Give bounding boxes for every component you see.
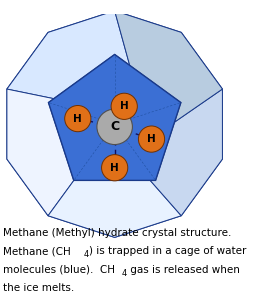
Polygon shape (115, 11, 222, 130)
Polygon shape (7, 11, 137, 107)
Polygon shape (115, 55, 181, 130)
Text: H: H (120, 101, 129, 111)
Text: C: C (110, 120, 119, 133)
Text: Methane (Methyl) hydrate crystal structure.: Methane (Methyl) hydrate crystal structu… (3, 228, 231, 238)
Text: ) is trapped in a cage of water: ) is trapped in a cage of water (89, 246, 247, 256)
Text: Methane (CH: Methane (CH (3, 246, 70, 256)
Circle shape (97, 109, 132, 145)
Polygon shape (48, 103, 95, 180)
Polygon shape (137, 89, 222, 216)
Circle shape (102, 154, 128, 181)
Polygon shape (7, 11, 222, 237)
Text: H: H (110, 163, 119, 173)
Text: H: H (73, 114, 82, 124)
Polygon shape (7, 89, 95, 216)
Polygon shape (48, 152, 181, 237)
Polygon shape (48, 55, 137, 107)
Text: H: H (147, 134, 156, 144)
Circle shape (65, 106, 91, 132)
Polygon shape (137, 103, 181, 180)
Circle shape (111, 93, 137, 119)
Text: gas is released when: gas is released when (127, 265, 240, 275)
Text: 4: 4 (83, 250, 88, 260)
Polygon shape (48, 55, 181, 180)
Text: the ice melts.: the ice melts. (3, 284, 74, 293)
Text: 4: 4 (121, 269, 126, 278)
Text: molecules (blue).  CH: molecules (blue). CH (3, 265, 115, 275)
Circle shape (138, 126, 165, 152)
Polygon shape (74, 152, 156, 180)
